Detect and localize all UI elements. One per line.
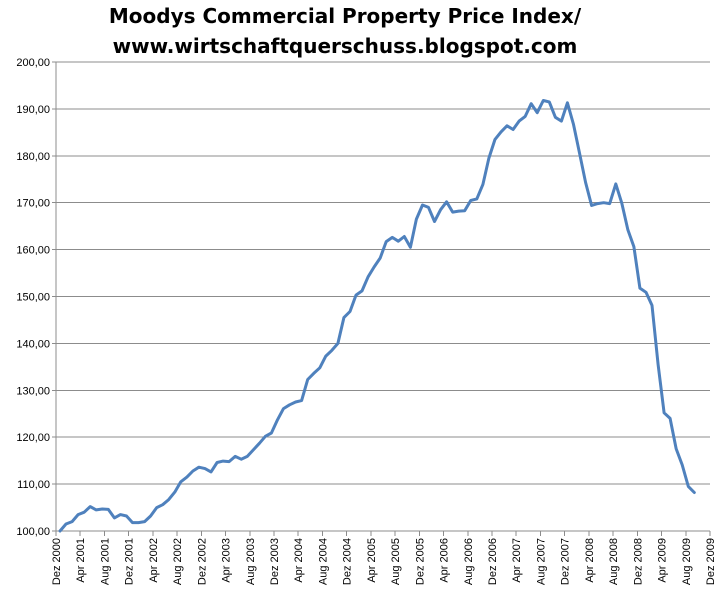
x-tick-label: Dez 2009: [705, 538, 717, 585]
x-tick-label: Apr 2009: [657, 538, 669, 583]
x-tick-label: Aug 2004: [317, 538, 329, 585]
chart-title: Moodys Commercial Property Price Index/: [108, 4, 582, 28]
x-tick-label: Apr 2003: [221, 538, 233, 583]
x-tick-label: Apr 2002: [148, 538, 160, 583]
x-tick-label: Aug 2006: [463, 538, 475, 585]
x-tick-label: Apr 2001: [75, 538, 87, 583]
y-tick-label: 180,00: [16, 151, 50, 163]
x-tick-label: Dez 2008: [632, 538, 644, 585]
y-tick-label: 110,00: [17, 479, 50, 491]
x-tick-label: Dez 2001: [124, 538, 136, 585]
y-tick-label: 160,00: [16, 245, 50, 257]
y-tick-label: 120,00: [16, 432, 50, 444]
y-tick-label: 170,00: [16, 198, 50, 210]
x-tick-label: Apr 2004: [293, 538, 305, 583]
y-tick-label: 100,00: [16, 526, 50, 538]
x-tick-label: Dez 2007: [560, 538, 572, 585]
x-tick-label: Aug 2007: [535, 538, 547, 585]
x-tick-label: Aug 2001: [99, 538, 111, 585]
x-tick-label: Aug 2008: [608, 538, 620, 585]
y-tick-label: 150,00: [16, 292, 50, 304]
x-tick-label: Dez 2003: [269, 538, 281, 585]
x-tick-label: Aug 2005: [390, 538, 402, 585]
y-tick-label: 130,00: [16, 385, 50, 397]
x-tick-label: Apr 2007: [511, 538, 523, 583]
x-tick-label: Dez 2005: [414, 538, 426, 585]
y-tick-label: 140,00: [16, 338, 50, 350]
chart-subtitle: www.wirtschaftquerschuss.blogspot.com: [112, 34, 578, 58]
x-tick-label: Dez 2006: [487, 538, 499, 585]
x-tick-label: Apr 2005: [366, 538, 378, 583]
x-tick-label: Apr 2008: [584, 538, 596, 583]
x-tick-label: Aug 2002: [172, 538, 184, 585]
x-tick-label: Dez 2004: [342, 538, 354, 585]
y-tick-label: 200,00: [16, 57, 50, 69]
x-tick-label: Dez 2000: [51, 538, 63, 585]
series-line: [58, 99, 696, 533]
x-tick-label: Aug 2003: [245, 538, 257, 585]
y-tick-label: 190,00: [16, 104, 50, 116]
x-tick-label: Aug 2009: [681, 538, 693, 585]
x-tick-label: Apr 2006: [439, 538, 451, 583]
x-tick-label: Dez 2002: [196, 538, 208, 585]
